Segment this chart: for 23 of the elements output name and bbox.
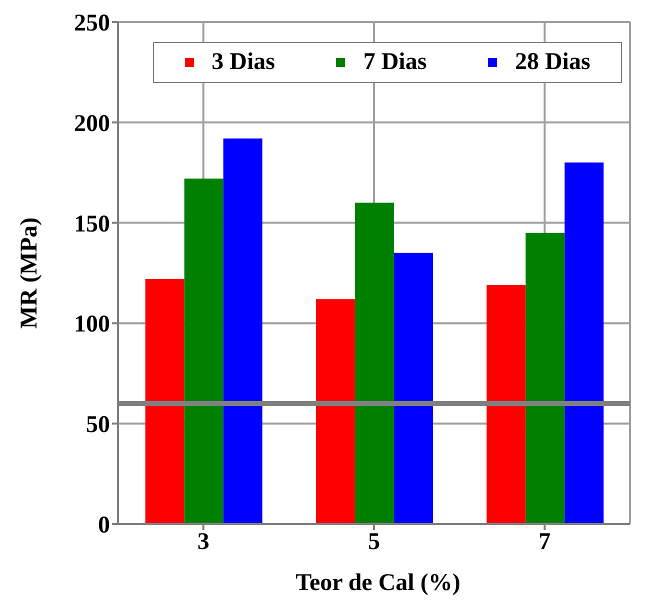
- y-axis-title: MR (MPa): [16, 217, 43, 329]
- bar: [486, 285, 526, 524]
- y-tick-label: 250: [74, 10, 110, 37]
- legend-label: 3 Dias: [212, 49, 275, 76]
- y-tick-label: 150: [74, 211, 110, 238]
- y-tick-label: 0: [98, 512, 110, 539]
- bar: [316, 299, 355, 524]
- y-tick-label: 50: [86, 412, 110, 438]
- bar: [394, 252, 433, 524]
- x-tick-label: 7: [538, 529, 551, 556]
- bar: [223, 138, 262, 524]
- x-axis-title: Teor de Cal (%): [294, 570, 462, 596]
- bar: [184, 178, 224, 524]
- y-tick-label: 200: [74, 110, 110, 137]
- x-tick-label: 5: [368, 529, 380, 556]
- legend-label: 7 Dias: [363, 49, 427, 76]
- x-tick-label: 3: [197, 529, 210, 556]
- bar: [564, 162, 604, 524]
- legend-label: 28 Dias: [514, 49, 590, 76]
- y-tick-label: 100: [74, 312, 110, 338]
- bar: [354, 202, 394, 524]
- bar: [145, 279, 184, 524]
- bar: [526, 232, 565, 524]
